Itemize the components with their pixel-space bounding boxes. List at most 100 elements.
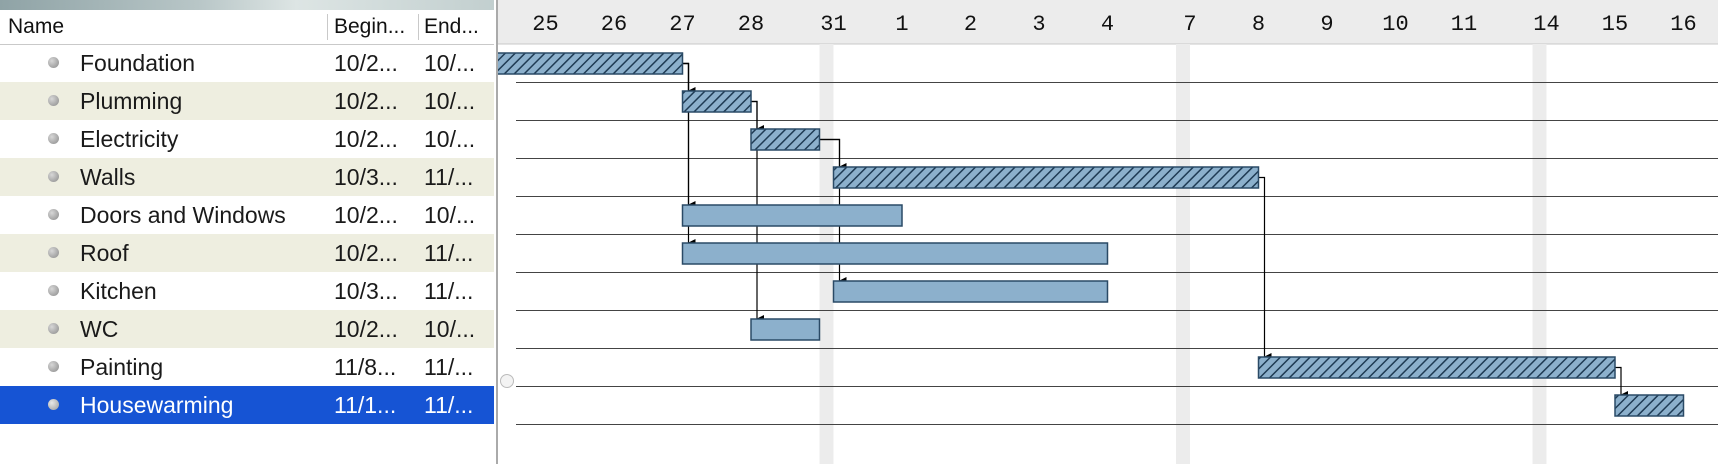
task-name-cell: Housewarming xyxy=(80,392,234,418)
task-begin-cell: 10/2... xyxy=(334,202,398,228)
task-end-cell: 11/... xyxy=(424,278,474,304)
task-begin-cell: 10/2... xyxy=(334,240,398,266)
dependency-arrow xyxy=(682,62,696,247)
task-bullet-icon xyxy=(48,171,59,182)
task-name-cell: Painting xyxy=(80,354,164,380)
weekend-band xyxy=(1176,44,1190,464)
table-row[interactable]: Painting 11/8... 11/... xyxy=(0,348,494,386)
task-end-cell: 11/... xyxy=(424,392,474,418)
task-bars xyxy=(498,52,1685,417)
day-tick-label: 7 xyxy=(1183,12,1196,37)
task-end-cell: 10/... xyxy=(424,202,476,228)
dependency-arrow xyxy=(682,62,696,209)
task-bar[interactable] xyxy=(681,90,752,113)
table-row[interactable]: Housewarming 11/1... 11/... xyxy=(0,386,494,424)
task-bullet-icon xyxy=(48,323,59,334)
day-tick-label: 28 xyxy=(738,12,764,37)
table-row[interactable]: Plumming 10/2... 10/... xyxy=(0,82,494,120)
table-row[interactable]: Roof 10/2... 11/... xyxy=(0,234,494,272)
task-bar[interactable] xyxy=(750,318,821,341)
table-row[interactable]: WC 10/2... 10/... xyxy=(0,310,494,348)
table-row[interactable]: Kitchen 10/3... 11/... xyxy=(0,272,494,310)
task-end-cell: 11/... xyxy=(424,354,474,380)
table-row[interactable]: Walls 10/3... 11/... xyxy=(0,158,494,196)
timeline-header xyxy=(498,0,1718,44)
task-begin-cell: 11/8... xyxy=(334,354,397,380)
day-tick-label: 14 xyxy=(1533,12,1559,37)
task-bar[interactable] xyxy=(498,52,684,75)
task-bullet-icon xyxy=(48,399,59,410)
column-separator[interactable] xyxy=(327,14,328,40)
task-bar[interactable] xyxy=(832,280,1109,303)
row-lines xyxy=(516,82,1718,425)
task-name-cell: Foundation xyxy=(80,50,196,76)
dependency-arrow xyxy=(1615,366,1628,399)
task-begin-cell: 10/2... xyxy=(334,88,398,114)
task-bar[interactable] xyxy=(750,128,821,151)
column-header-begin[interactable]: Begin... xyxy=(334,15,406,38)
day-tick-label: 11 xyxy=(1451,12,1477,37)
task-bullet-icon xyxy=(48,247,59,258)
day-tick-label: 31 xyxy=(820,12,846,37)
pane-splitter[interactable] xyxy=(496,0,498,464)
task-table: Name Begin... End... Foundation 10/2... 10… xyxy=(0,0,498,464)
header-banner xyxy=(0,0,494,10)
dependency-arrow xyxy=(1258,176,1272,361)
task-bullet-icon xyxy=(48,285,59,296)
day-tick-label: 16 xyxy=(1670,12,1696,37)
task-end-cell: 10/... xyxy=(424,126,476,152)
task-end-cell: 11/... xyxy=(424,164,474,190)
day-tick-label: 4 xyxy=(1101,12,1114,37)
column-header-name[interactable]: Name xyxy=(8,15,65,38)
column-separator[interactable] xyxy=(418,14,419,40)
day-tick-label: 25 xyxy=(532,12,558,37)
task-name-cell: WC xyxy=(80,316,119,342)
task-begin-cell: 10/2... xyxy=(334,50,398,76)
task-bullet-icon xyxy=(48,95,59,106)
day-tick-label: 9 xyxy=(1320,12,1333,37)
dependency-arrow xyxy=(819,138,847,285)
column-header-end[interactable]: End... xyxy=(424,15,479,38)
task-name-cell: Electricity xyxy=(80,126,179,152)
task-name-cell: Walls xyxy=(80,164,136,190)
table-row[interactable]: Electricity 10/2... 10/... xyxy=(0,120,494,158)
task-end-cell: 11/... xyxy=(424,240,474,266)
task-bullet-icon xyxy=(48,133,59,144)
task-begin-cell: 11/1... xyxy=(334,392,397,418)
day-tick-label: 27 xyxy=(669,12,695,37)
task-begin-cell: 10/2... xyxy=(334,126,398,152)
task-name-cell: Plumming xyxy=(80,88,183,114)
day-tick-label: 3 xyxy=(1032,12,1045,37)
task-end-cell: 10/... xyxy=(424,50,476,76)
dependency-arrows xyxy=(682,62,1628,399)
day-tick-label: 15 xyxy=(1602,12,1628,37)
task-bar[interactable] xyxy=(1614,394,1685,417)
timeline-ticks: 24252627283112347891011141516 xyxy=(532,12,1696,37)
gantt-chart: 24252627283112347891011141516 xyxy=(498,0,1718,464)
task-end-cell: 10/... xyxy=(424,88,476,114)
day-tick-label: 26 xyxy=(601,12,627,37)
day-tick-label: 2 xyxy=(964,12,977,37)
task-bullet-icon xyxy=(48,209,59,220)
day-tick-label: 1 xyxy=(895,12,908,37)
task-bar[interactable] xyxy=(832,166,1260,189)
task-name-cell: Doors and Windows xyxy=(80,202,286,228)
dependency-arrow xyxy=(751,100,764,133)
table-row[interactable]: Foundation 10/2... 10/... xyxy=(0,44,494,82)
task-name-cell: Roof xyxy=(80,240,129,266)
task-bullet-icon xyxy=(48,361,59,372)
weekend-band xyxy=(1532,44,1547,464)
day-tick-label: 10 xyxy=(1382,12,1408,37)
day-tick-label: 8 xyxy=(1252,12,1265,37)
task-bar[interactable] xyxy=(681,242,1109,265)
splitter-grip-icon[interactable] xyxy=(500,374,514,388)
task-name-cell: Kitchen xyxy=(80,278,157,304)
table-row[interactable]: Doors and Windows 10/2... 10/... xyxy=(0,196,494,234)
task-begin-cell: 10/3... xyxy=(334,164,398,190)
task-bullet-icon xyxy=(48,57,59,68)
table-header: Name Begin... End... xyxy=(0,0,494,45)
task-bar[interactable] xyxy=(681,204,903,227)
task-end-cell: 10/... xyxy=(424,316,476,342)
dependency-arrow xyxy=(682,62,696,95)
task-bar[interactable] xyxy=(1257,356,1616,379)
